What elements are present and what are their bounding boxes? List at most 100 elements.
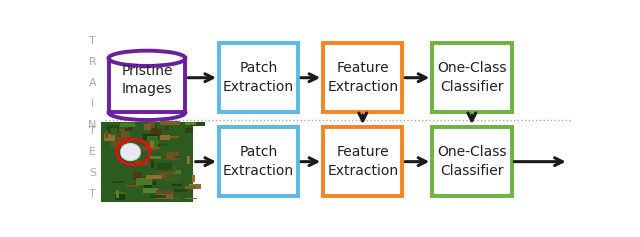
Text: A: A: [88, 78, 96, 88]
Bar: [136, 178, 152, 185]
FancyBboxPatch shape: [219, 127, 298, 196]
Bar: [148, 140, 159, 146]
Bar: [101, 122, 193, 202]
Bar: [125, 185, 140, 187]
FancyBboxPatch shape: [432, 127, 511, 196]
Bar: [143, 135, 159, 140]
Bar: [175, 156, 180, 158]
Bar: [102, 187, 104, 190]
Bar: [185, 186, 196, 189]
FancyBboxPatch shape: [432, 43, 511, 112]
Bar: [192, 175, 195, 182]
Bar: [150, 156, 161, 159]
Text: T: T: [89, 36, 96, 46]
Bar: [150, 159, 154, 162]
Text: Feature
Extraction: Feature Extraction: [327, 61, 398, 94]
Bar: [184, 122, 196, 124]
Bar: [173, 121, 179, 125]
Bar: [189, 122, 205, 126]
Text: Feature
Extraction: Feature Extraction: [327, 145, 398, 178]
Bar: [136, 179, 141, 183]
Bar: [173, 189, 188, 191]
Bar: [127, 158, 140, 161]
Bar: [185, 128, 193, 133]
Bar: [163, 136, 179, 137]
Bar: [146, 147, 159, 149]
Bar: [125, 134, 131, 141]
Bar: [151, 162, 154, 168]
Text: Patch
Extraction: Patch Extraction: [223, 145, 294, 178]
Bar: [159, 159, 168, 160]
Ellipse shape: [109, 105, 186, 120]
Bar: [104, 134, 115, 141]
Bar: [116, 190, 119, 198]
Text: One-Class
Classifier: One-Class Classifier: [437, 61, 507, 94]
Bar: [140, 146, 156, 151]
Bar: [135, 146, 140, 147]
Bar: [150, 195, 166, 198]
Bar: [172, 184, 182, 186]
Bar: [144, 124, 151, 130]
Text: N: N: [88, 120, 97, 130]
Bar: [174, 170, 181, 174]
Bar: [161, 135, 170, 140]
Bar: [109, 58, 186, 112]
Bar: [168, 165, 176, 172]
Text: One-Class
Classifier: One-Class Classifier: [437, 145, 507, 178]
Bar: [147, 122, 156, 128]
FancyBboxPatch shape: [323, 43, 403, 112]
Bar: [156, 173, 169, 179]
Bar: [115, 145, 118, 149]
Bar: [118, 144, 128, 146]
Bar: [153, 182, 156, 185]
Text: S: S: [89, 168, 96, 178]
Bar: [158, 144, 167, 146]
Text: T: T: [89, 126, 96, 136]
FancyBboxPatch shape: [219, 43, 298, 112]
Bar: [185, 198, 197, 199]
Bar: [120, 131, 129, 137]
Bar: [189, 184, 201, 189]
Bar: [152, 124, 156, 129]
Bar: [133, 172, 142, 180]
Bar: [147, 175, 162, 179]
Bar: [143, 188, 157, 193]
Bar: [146, 187, 153, 191]
Bar: [145, 125, 158, 126]
Text: Pristine
Images: Pristine Images: [121, 64, 173, 96]
Bar: [115, 194, 125, 200]
Bar: [113, 181, 125, 183]
Bar: [125, 128, 132, 131]
Bar: [150, 129, 161, 136]
Bar: [128, 153, 141, 158]
Bar: [111, 141, 125, 147]
Bar: [144, 185, 152, 188]
Bar: [156, 192, 173, 199]
Bar: [107, 125, 119, 133]
Bar: [166, 174, 180, 182]
Bar: [150, 128, 157, 132]
Text: Patch
Extraction: Patch Extraction: [223, 61, 294, 94]
Text: E: E: [89, 147, 96, 157]
Bar: [166, 152, 179, 160]
Bar: [171, 197, 180, 201]
Bar: [147, 137, 157, 140]
Bar: [127, 125, 133, 129]
Bar: [134, 182, 138, 186]
Bar: [114, 192, 125, 195]
Bar: [161, 172, 174, 177]
Bar: [135, 161, 148, 165]
Bar: [156, 190, 172, 194]
Ellipse shape: [109, 51, 186, 66]
Bar: [178, 157, 181, 159]
Bar: [122, 153, 132, 158]
Text: I: I: [91, 99, 94, 109]
FancyBboxPatch shape: [323, 127, 403, 196]
Bar: [120, 123, 134, 127]
Bar: [165, 126, 170, 130]
Bar: [108, 133, 117, 139]
Bar: [105, 131, 108, 138]
Bar: [187, 156, 189, 164]
Bar: [116, 129, 132, 131]
Bar: [116, 137, 131, 143]
